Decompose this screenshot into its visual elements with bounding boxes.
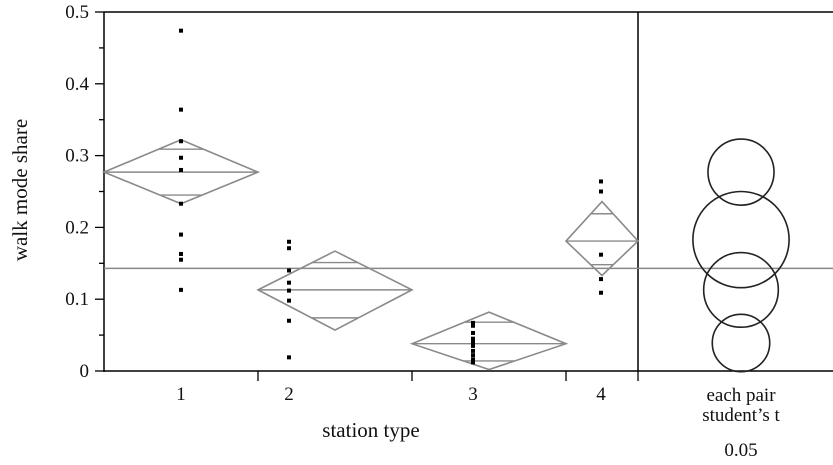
y-tick-label: 0 [80, 361, 90, 382]
data-point [599, 290, 603, 295]
data-point [179, 167, 183, 172]
data-point [471, 330, 475, 335]
data-point [599, 179, 603, 184]
data-point [179, 139, 183, 144]
y-tick-label: 0.4 [65, 74, 89, 95]
data-point [287, 298, 291, 303]
comparison-label-line-2: student’s t [702, 405, 780, 426]
data-point [287, 288, 291, 293]
data-points [179, 28, 603, 365]
plot-frame [103, 11, 833, 372]
data-point [599, 252, 603, 257]
data-point [179, 28, 183, 33]
data-point [471, 348, 475, 353]
data-point [287, 280, 291, 285]
data-point [471, 343, 475, 348]
means-diamond [101, 138, 261, 205]
data-point [287, 268, 291, 273]
data-point [179, 107, 183, 112]
data-point [599, 189, 603, 194]
comparison-label-line-3: 0.05 [724, 440, 757, 461]
comparison-circle [692, 190, 790, 289]
comparison-label-line-1: each pair [706, 385, 776, 406]
x-tick-label: 2 [284, 384, 294, 405]
y-axis-title: walk mode share [8, 119, 32, 261]
data-point [599, 277, 603, 282]
means-diamond [409, 311, 569, 371]
x-tick-label: 3 [468, 384, 478, 405]
data-point [287, 318, 291, 323]
x-tick-label: 1 [176, 384, 186, 405]
y-tick-label: 0.2 [65, 217, 89, 238]
y-tick-label: 0.1 [65, 289, 89, 310]
data-point [471, 323, 475, 328]
x-axis-ticks: 1 2 3 4 [176, 371, 639, 405]
means-diamond [564, 200, 640, 277]
comparison-circle [707, 138, 775, 206]
data-point [287, 355, 291, 360]
data-point [179, 251, 183, 256]
data-point [179, 201, 183, 206]
y-axis-ticks: 0 0.1 0.2 0.3 0.4 0.5 [65, 2, 104, 382]
data-point [471, 340, 475, 345]
data-point [471, 353, 475, 358]
x-axis-title: station type [322, 418, 419, 442]
data-point [179, 287, 183, 292]
data-point [287, 239, 291, 244]
data-point [179, 155, 183, 160]
means-diamonds [101, 138, 640, 371]
x-tick-label: 4 [596, 384, 606, 405]
means-diamond [256, 250, 414, 331]
data-point [471, 336, 475, 341]
data-point [471, 320, 475, 325]
data-point [287, 246, 291, 251]
data-point [471, 357, 475, 362]
data-point [179, 257, 183, 262]
data-point [471, 360, 475, 365]
comparison-circle [711, 313, 771, 373]
comparison-circle [702, 251, 780, 329]
y-tick-label: 0.5 [65, 2, 89, 23]
data-point [179, 232, 183, 237]
comparison-label: each pair student’s t 0.05 [702, 385, 780, 461]
comparison-circles [692, 138, 790, 373]
y-tick-label: 0.3 [65, 146, 89, 167]
